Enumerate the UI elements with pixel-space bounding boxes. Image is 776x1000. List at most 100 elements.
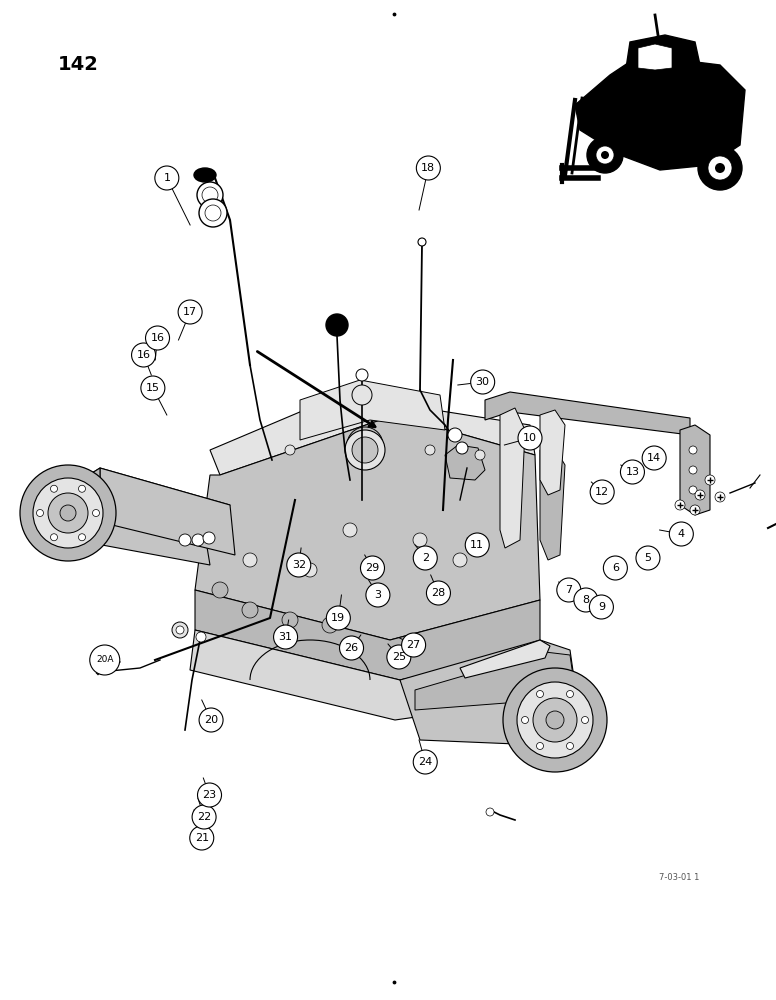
Circle shape — [566, 742, 573, 749]
Polygon shape — [60, 468, 100, 540]
Text: 20: 20 — [204, 715, 218, 725]
Circle shape — [345, 430, 385, 470]
Text: 21: 21 — [195, 833, 209, 843]
Polygon shape — [195, 590, 540, 680]
Text: 2: 2 — [421, 553, 429, 563]
Circle shape — [352, 385, 372, 405]
Circle shape — [689, 446, 697, 454]
Polygon shape — [100, 468, 235, 555]
Polygon shape — [638, 44, 672, 70]
Text: 25: 25 — [392, 652, 406, 662]
Circle shape — [196, 632, 206, 642]
Circle shape — [203, 532, 215, 544]
Text: 10: 10 — [523, 433, 537, 443]
Circle shape — [643, 446, 666, 470]
Text: 16: 16 — [137, 350, 151, 360]
Circle shape — [242, 602, 258, 618]
Circle shape — [675, 500, 685, 510]
Circle shape — [486, 808, 494, 816]
Circle shape — [199, 708, 223, 732]
Circle shape — [517, 682, 593, 758]
Text: 13: 13 — [625, 467, 639, 477]
Circle shape — [92, 510, 99, 516]
Circle shape — [198, 783, 221, 807]
Circle shape — [596, 146, 614, 164]
Text: 8: 8 — [582, 595, 590, 605]
Circle shape — [695, 490, 705, 500]
Text: 1: 1 — [163, 173, 171, 183]
Circle shape — [366, 583, 390, 607]
Circle shape — [503, 668, 607, 772]
Circle shape — [205, 205, 221, 221]
Circle shape — [536, 691, 543, 698]
Polygon shape — [400, 640, 580, 745]
Circle shape — [387, 645, 411, 669]
Circle shape — [179, 534, 191, 546]
Circle shape — [670, 522, 693, 546]
Circle shape — [536, 742, 543, 749]
Polygon shape — [445, 445, 485, 480]
Circle shape — [303, 563, 317, 577]
Circle shape — [590, 595, 613, 619]
Circle shape — [202, 187, 218, 203]
Circle shape — [604, 556, 627, 580]
Circle shape — [418, 238, 426, 246]
Circle shape — [546, 711, 564, 729]
Circle shape — [518, 426, 542, 450]
Text: 19: 19 — [331, 613, 345, 623]
Polygon shape — [68, 468, 230, 535]
Text: 4: 4 — [677, 529, 685, 539]
Circle shape — [475, 450, 485, 460]
Text: 7: 7 — [565, 585, 573, 595]
Circle shape — [90, 645, 120, 675]
Text: 28: 28 — [431, 588, 445, 598]
Polygon shape — [415, 652, 575, 710]
Text: 32: 32 — [292, 560, 306, 570]
Polygon shape — [625, 35, 700, 75]
Text: 5: 5 — [644, 553, 652, 563]
Polygon shape — [210, 395, 535, 475]
Circle shape — [36, 510, 43, 516]
Text: 18: 18 — [421, 163, 435, 173]
Circle shape — [282, 612, 298, 628]
Circle shape — [533, 698, 577, 742]
Circle shape — [689, 486, 697, 494]
Circle shape — [243, 553, 257, 567]
Text: 26: 26 — [345, 643, 359, 653]
Circle shape — [326, 314, 348, 336]
Circle shape — [287, 553, 310, 577]
Circle shape — [402, 633, 425, 657]
Circle shape — [521, 716, 528, 724]
Circle shape — [353, 433, 377, 457]
Circle shape — [192, 534, 204, 546]
Circle shape — [587, 137, 623, 173]
Text: 14: 14 — [647, 453, 661, 463]
Text: 24: 24 — [418, 757, 432, 767]
Ellipse shape — [194, 168, 216, 182]
Text: 22: 22 — [197, 812, 211, 822]
Circle shape — [176, 626, 184, 634]
Polygon shape — [190, 630, 540, 720]
Circle shape — [132, 343, 155, 367]
Text: 20A: 20A — [96, 656, 113, 664]
Circle shape — [705, 475, 715, 485]
Circle shape — [274, 625, 297, 649]
Circle shape — [621, 460, 644, 484]
Circle shape — [33, 478, 103, 548]
Circle shape — [141, 376, 165, 400]
Circle shape — [352, 437, 378, 463]
Polygon shape — [300, 380, 445, 440]
Circle shape — [425, 445, 435, 455]
Circle shape — [322, 617, 338, 633]
Polygon shape — [195, 415, 540, 640]
Circle shape — [172, 622, 188, 638]
Circle shape — [427, 581, 450, 605]
Circle shape — [355, 435, 365, 445]
Text: 30: 30 — [476, 377, 490, 387]
Circle shape — [413, 533, 427, 547]
Circle shape — [466, 533, 489, 557]
Polygon shape — [680, 425, 710, 515]
Text: 12: 12 — [595, 487, 609, 497]
Text: 11: 11 — [470, 540, 484, 550]
Circle shape — [601, 151, 609, 159]
